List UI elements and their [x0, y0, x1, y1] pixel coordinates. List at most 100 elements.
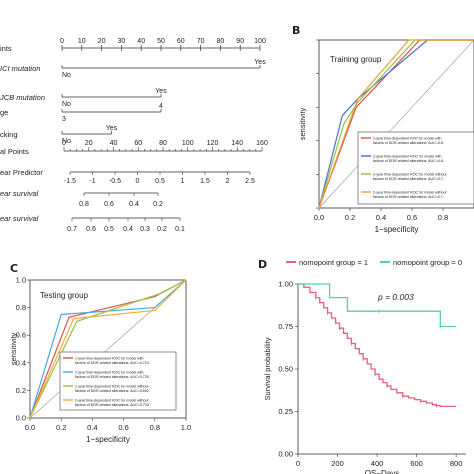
survival-panel: 0.00 0.25 0.50 0.75 1.00 0 200 400 600 800 OS−Days…: [263, 258, 466, 474]
factor-level-label: No: [62, 138, 71, 145]
legend-label: nomopoint group = 0: [393, 258, 462, 267]
points-tick-label: 90: [236, 38, 244, 45]
legend-label: 1-year time-dependent ROC for model with: [373, 137, 442, 141]
points-tick-label: 10: [78, 38, 86, 45]
x-axis-label: 1−specificity: [86, 435, 130, 444]
roc-curve: [29, 279, 187, 419]
survival-tick-label: 0.7: [67, 226, 77, 233]
linear-predictor-tick-label: 1.5: [200, 178, 210, 185]
legend-label: factors of DDR-related alterations: AUC=…: [75, 389, 149, 393]
points-tick-label: 100: [254, 38, 266, 45]
roc-curve: [29, 279, 187, 419]
points-tick-label: 40: [137, 38, 145, 45]
nomogram-row-label: ear survival: [0, 189, 39, 198]
x-tick-label: 0: [296, 459, 300, 468]
factor-level-label: Yes: [155, 88, 167, 95]
nomogram-row-label: cking: [0, 130, 18, 139]
survival-tick-label: 0.3: [140, 226, 150, 233]
x-axis-label: OS−Days: [365, 469, 399, 474]
roc-curve: [318, 39, 474, 209]
y-tick-label: 0.50: [278, 365, 293, 374]
legend-box: [357, 131, 474, 205]
total-points-tick-label: 160: [256, 140, 268, 147]
points-tick-label: 50: [157, 38, 165, 45]
y-tick-label: 0.75: [278, 322, 293, 331]
y-tick-label: 1.0: [16, 276, 26, 285]
legend-label: 1-year time-dependent ROC for model with: [75, 357, 144, 361]
p-value-annotation: p = 0.003: [377, 292, 414, 302]
diagonal-reference: [318, 39, 474, 209]
nomogram-row-label: ge: [0, 108, 8, 117]
x-tick-label: 0.8: [150, 423, 160, 432]
survival-tick-label: 0.6: [86, 226, 96, 233]
linear-predictor-tick-label: 2.5: [245, 178, 255, 185]
legend-label: factors of DDR-related alterations: AUC=…: [75, 361, 149, 365]
nomogram-row-label: JCB mutation: [0, 93, 45, 102]
total-points-tick-label: 60: [134, 140, 142, 147]
y-tick-label: 0.4: [16, 358, 26, 367]
panel-label-c: C: [10, 262, 18, 275]
x-tick-label: 0.4: [376, 213, 386, 222]
nomogram-row-label: ints: [0, 44, 12, 53]
x-tick-label: 0.2: [56, 423, 66, 432]
points-tick-label: 80: [217, 38, 225, 45]
roc-testing-panel: 0.0 0.2 0.4 0.6 0.8 1.0 1−specificity sensitivi…: [9, 276, 191, 445]
survival-tick-label: 0.4: [129, 201, 139, 208]
survival-tick-label: 0.6: [104, 201, 114, 208]
nomogram-row-label: ICI mutation: [0, 64, 40, 73]
legend-label: 2-year time-dependent ROC for model with: [373, 155, 442, 159]
y-tick-label: 0.8: [16, 303, 26, 312]
legend-label: 1-year time-dependent ROC for model with…: [75, 385, 149, 389]
legend-label: 2-year time-dependent ROC for model with…: [75, 399, 149, 403]
survival-tick-label: 0.4: [123, 226, 133, 233]
x-tick-label: 0.0: [25, 423, 35, 432]
x-tick-label: 0.6: [407, 213, 417, 222]
legend-label: factors of DDR-related alterations: AUC=…: [373, 195, 445, 199]
points-tick-label: 20: [98, 38, 106, 45]
legend-label: factors of DDR-related alterations: AUC=…: [373, 159, 445, 163]
factor-level-label: No: [62, 72, 71, 79]
y-tick-label: 0.0: [16, 414, 26, 423]
total-points-tick-label: 100: [182, 140, 194, 147]
total-points-tick-label: 40: [110, 140, 118, 147]
plot-title: Training group: [330, 55, 382, 64]
linear-predictor-tick-label: 0: [136, 178, 140, 185]
survival-tick-label: 0.1: [175, 226, 185, 233]
y-tick-label: 0.00: [278, 450, 293, 459]
total-points-tick-label: 80: [159, 140, 167, 147]
survival-curve: [298, 283, 457, 328]
x-tick-label: 0.6: [118, 423, 128, 432]
plot-frame: [29, 279, 187, 419]
nomogram-row-label: al Points: [0, 147, 29, 156]
plot-title: Testing group: [40, 291, 89, 300]
x-tick-label: 400: [371, 459, 384, 468]
survival-tick-label: 0.5: [104, 226, 114, 233]
x-tick-label: 0.0: [314, 213, 324, 222]
points-tick-label: 60: [177, 38, 185, 45]
y-tick-label: 0.25: [278, 407, 293, 416]
legend-label: factors of DDR-related alterations: AUC=…: [373, 177, 445, 181]
survival-tick-label: 0.8: [79, 201, 89, 208]
x-tick-label: 0.4: [87, 423, 97, 432]
linear-predictor-tick-label: -1.5: [64, 178, 76, 185]
survival-tick-label: 0.2: [153, 201, 163, 208]
linear-predictor-tick-label: 0.5: [155, 178, 165, 185]
legend-label: factors of DDR-related alterations: AUC=…: [373, 141, 445, 145]
x-tick-label: 0.2: [345, 213, 355, 222]
legend-label: factors of DDR-related alterations: AUC=…: [75, 375, 149, 379]
x-tick-label: 1.0: [181, 423, 191, 432]
factor-level-label: 4: [159, 103, 163, 110]
y-tick-label: 0.6: [16, 331, 26, 340]
legend-label: 1-year time-dependent ROC for model with…: [373, 173, 447, 177]
plot-frame: [318, 39, 474, 209]
x-axis-label: 1−specificity: [375, 225, 419, 234]
legend-label: 2-year time-dependent ROC for model with…: [373, 191, 447, 195]
total-points-tick-label: 20: [85, 140, 93, 147]
points-tick-label: 70: [197, 38, 205, 45]
legend-label: nomopoint group = 1: [299, 258, 368, 267]
factor-level-label: Yes: [254, 59, 266, 66]
roc-training-panel: 0.0 0.2 0.4 0.6 0.8 1−specificity sensitivity T…: [298, 39, 474, 234]
factor-level-label: Yes: [106, 125, 118, 132]
points-tick-label: 30: [118, 38, 126, 45]
x-tick-label: 800: [450, 459, 463, 468]
